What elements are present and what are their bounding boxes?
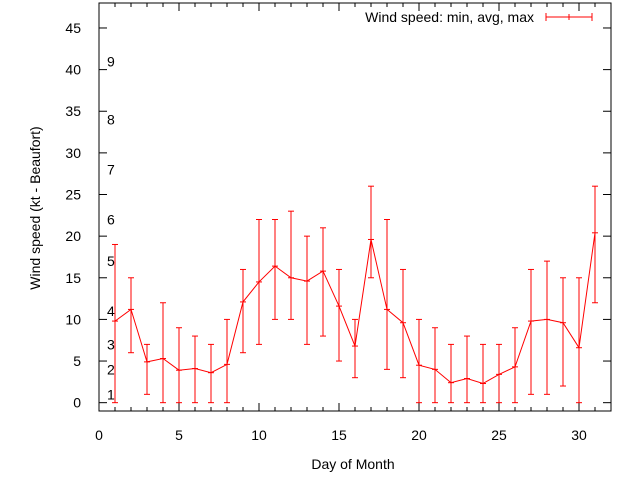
legend-label: Wind speed: min, avg, max bbox=[365, 9, 534, 25]
error-bar bbox=[480, 343, 486, 404]
error-bar bbox=[400, 268, 406, 379]
error-bar bbox=[416, 318, 422, 404]
y-tick-label: 10 bbox=[65, 311, 81, 327]
y-tick-label: 0 bbox=[73, 395, 81, 411]
error-bar bbox=[352, 318, 358, 379]
x-axis-label: Day of Month bbox=[311, 456, 394, 472]
error-bar bbox=[192, 335, 198, 404]
error-bar bbox=[336, 268, 342, 362]
beaufort-label: 8 bbox=[107, 112, 115, 128]
error-bar bbox=[576, 277, 582, 404]
error-bar bbox=[240, 268, 246, 354]
y-tick-label: 5 bbox=[73, 353, 81, 369]
error-bar bbox=[592, 185, 598, 304]
error-bar bbox=[304, 235, 310, 345]
y-tick-label: 20 bbox=[65, 228, 81, 244]
error-bar bbox=[208, 343, 214, 404]
beaufort-scale: 1 2 3 4 5 6 7 8 9 bbox=[107, 53, 115, 402]
y-tick-label: 45 bbox=[65, 20, 81, 36]
y-axis-label: Wind speed (kt - Beaufort) bbox=[27, 126, 43, 289]
beaufort-label: 6 bbox=[107, 211, 115, 227]
x-tick-label: 10 bbox=[251, 427, 267, 443]
x-tick-label: 30 bbox=[571, 427, 587, 443]
beaufort-label: 7 bbox=[107, 162, 115, 178]
error-bar bbox=[176, 327, 182, 404]
error-bar bbox=[272, 218, 278, 320]
x-tick-label: 5 bbox=[175, 427, 183, 443]
error-bar bbox=[448, 343, 454, 404]
y-tick-label: 35 bbox=[65, 103, 81, 119]
error-bar bbox=[368, 185, 374, 279]
error-bar bbox=[528, 268, 534, 395]
y-tick-label: 15 bbox=[65, 270, 81, 286]
beaufort-label: 1 bbox=[107, 386, 115, 402]
error-bar bbox=[464, 335, 470, 404]
x-tick-label: 15 bbox=[331, 427, 347, 443]
beaufort-label: 2 bbox=[107, 361, 115, 377]
error-bar bbox=[128, 277, 134, 354]
error-bar bbox=[544, 260, 550, 395]
error-bar bbox=[256, 218, 262, 345]
y-tick-label: 40 bbox=[65, 62, 81, 78]
beaufort-label: 9 bbox=[107, 53, 115, 69]
x-tick-label: 20 bbox=[411, 427, 427, 443]
error-bar bbox=[384, 218, 390, 370]
error-bar bbox=[560, 277, 566, 387]
beaufort-label: 3 bbox=[107, 336, 115, 352]
y-tick-label: 30 bbox=[65, 145, 81, 161]
x-tick-label: 0 bbox=[95, 427, 103, 443]
data-series bbox=[112, 185, 598, 404]
error-bar bbox=[496, 343, 502, 404]
x-tick-label: 25 bbox=[491, 427, 507, 443]
error-bar bbox=[288, 210, 294, 320]
error-bar bbox=[144, 343, 150, 395]
error-bar bbox=[320, 227, 326, 337]
beaufort-label: 5 bbox=[107, 253, 115, 269]
beaufort-label: 4 bbox=[107, 303, 115, 319]
error-bar bbox=[512, 327, 518, 404]
error-bar bbox=[112, 243, 118, 404]
error-bar bbox=[224, 318, 230, 404]
error-bar bbox=[432, 327, 438, 404]
y-tick-label: 25 bbox=[65, 187, 81, 203]
error-bar bbox=[160, 302, 166, 404]
legend: Wind speed: min, avg, max bbox=[365, 9, 593, 25]
